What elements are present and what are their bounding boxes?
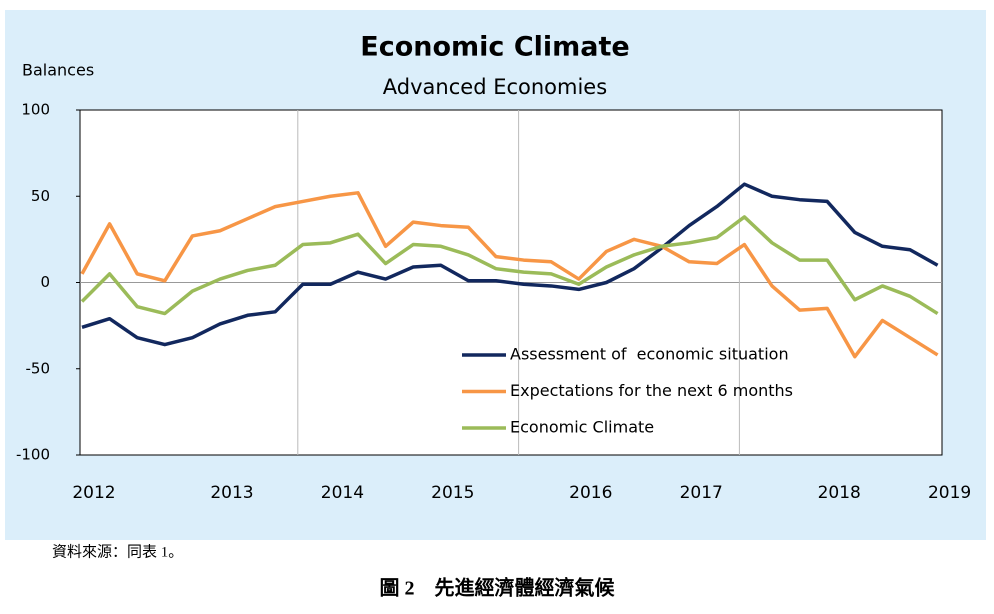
y-axis-label: Balances [22, 61, 94, 80]
y-tick-label: 100 [21, 101, 50, 119]
chart-subtitle: Advanced Economies [383, 75, 607, 99]
series-line [80, 191, 939, 359]
x-tick-label: 2019 [928, 483, 971, 503]
x-tick-label: 2013 [210, 483, 253, 503]
x-tick-label: 2017 [680, 483, 723, 503]
figure-caption: 圖 2 先進經濟體經濟氣候 [380, 576, 616, 600]
y-tick-label: 0 [40, 273, 50, 291]
y-tick-label: 50 [31, 187, 50, 205]
x-tick-label: 2015 [431, 483, 474, 503]
x-tick-label: 2012 [72, 483, 115, 503]
series-line [80, 215, 939, 316]
x-tick-label: 2018 [818, 483, 861, 503]
series-line [81, 182, 939, 347]
legend-label: Expectations for the next 6 months [510, 381, 793, 400]
source-note: 資料來源：同表 1。 [52, 543, 183, 560]
x-tick-label: 2016 [569, 483, 612, 503]
chart-title: Economic Climate [360, 32, 629, 63]
legend-label: Economic Climate [510, 418, 654, 437]
y-tick-label: -50 [26, 359, 51, 377]
y-tick-label: -100 [16, 446, 50, 464]
legend-label: Assessment of economic situation [510, 345, 789, 364]
x-tick-label: 2014 [321, 483, 364, 503]
